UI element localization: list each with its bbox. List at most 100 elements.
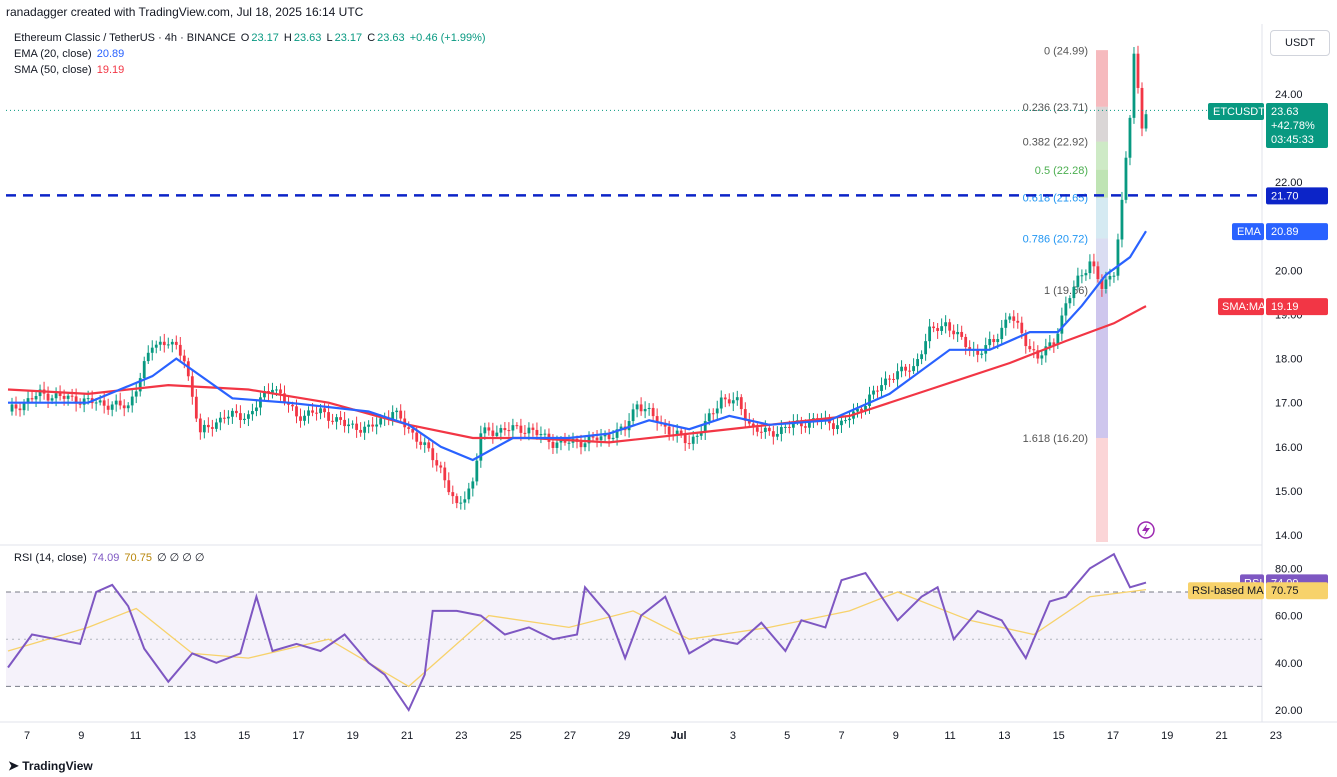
price-tick-label: 18.00 xyxy=(1275,354,1303,366)
candle-body xyxy=(631,409,635,422)
candle-body xyxy=(471,481,475,489)
tradingview-brand[interactable]: ➤ TradingView xyxy=(8,758,93,774)
sma-legend-label: SMA (50, close) xyxy=(14,64,92,76)
time-tick-label: 23 xyxy=(1270,730,1282,742)
candle-body xyxy=(299,416,302,421)
time-tick-label: 9 xyxy=(78,730,84,742)
candle-body xyxy=(443,467,447,481)
fib-level-label: 0 (24.99) xyxy=(1044,45,1088,57)
candle-body xyxy=(683,434,687,444)
candle-body xyxy=(138,378,142,392)
candle-body xyxy=(439,465,443,468)
candle-body xyxy=(134,391,138,397)
candle-body xyxy=(964,336,968,348)
time-tick-label: 19 xyxy=(347,730,359,742)
candle-body xyxy=(1080,275,1084,277)
sma-tag-label: SMA:MA xyxy=(1222,301,1266,313)
candle-body xyxy=(379,418,383,425)
candle-body xyxy=(427,442,431,449)
candle-body xyxy=(912,366,915,372)
candle-body xyxy=(487,427,491,431)
candle-body xyxy=(383,418,387,420)
ema-value-tag xyxy=(1266,223,1328,241)
brand-name: TradingView xyxy=(22,759,93,773)
candle-body xyxy=(880,385,883,391)
ema-tag-label: EMA xyxy=(1237,226,1262,238)
fib-level-label: 0.786 (20.72) xyxy=(1023,234,1088,246)
candle-body xyxy=(920,354,924,360)
candle-body xyxy=(691,436,695,444)
candle-body xyxy=(54,393,58,399)
candle-body xyxy=(1112,275,1116,277)
time-tick-label: 25 xyxy=(510,730,522,742)
candle-body xyxy=(110,404,114,410)
price-tick-label: 20.00 xyxy=(1275,265,1303,277)
candle-body xyxy=(968,347,972,351)
time-tick-label: 15 xyxy=(1053,730,1065,742)
candle-body xyxy=(956,331,960,335)
candle-body xyxy=(295,406,298,417)
candle-body xyxy=(715,408,719,414)
candle-body xyxy=(423,442,427,445)
time-tick-label: 17 xyxy=(292,730,304,742)
candle-body xyxy=(1068,298,1072,304)
candle-body xyxy=(507,430,511,432)
candle-body xyxy=(711,413,715,415)
candle-body xyxy=(247,414,250,419)
candle-body xyxy=(587,436,591,444)
rsi-legend-extra: ∅ ∅ ∅ ∅ xyxy=(157,552,205,564)
rsi-ma-value-tag xyxy=(1266,582,1328,600)
candle-body xyxy=(916,359,919,367)
candle-body xyxy=(583,443,587,448)
time-tick-label: 27 xyxy=(564,730,576,742)
candle-body xyxy=(287,401,290,405)
candle-body xyxy=(1036,350,1040,359)
time-tick-label: 21 xyxy=(401,730,413,742)
candle-body xyxy=(114,400,118,405)
time-tick-label: 13 xyxy=(998,730,1010,742)
rsi-ma-line xyxy=(7,588,1147,688)
candle-body xyxy=(1092,261,1096,267)
candle-body xyxy=(816,418,819,422)
time-tick-label: 15 xyxy=(238,730,250,742)
candle-body xyxy=(447,480,451,493)
candle-body xyxy=(511,425,515,431)
rsi-legend-value: 74.09 xyxy=(91,552,120,564)
candle-body xyxy=(932,326,936,329)
candle-body xyxy=(675,430,679,436)
candle-body xyxy=(319,408,322,414)
price-tick-label: 19.00 xyxy=(1275,310,1303,322)
candle-body xyxy=(1000,327,1004,340)
candle-body xyxy=(643,408,647,412)
time-tick-label: Jul xyxy=(671,730,687,742)
candle-body xyxy=(591,436,595,438)
lightning-icon[interactable] xyxy=(1137,521,1155,539)
candle-body xyxy=(1004,319,1008,328)
currency-button[interactable]: USDT xyxy=(1270,30,1330,56)
candle-body xyxy=(775,433,779,437)
candle-body xyxy=(226,416,230,419)
candle-body xyxy=(623,426,627,431)
candle-body xyxy=(808,420,811,428)
candle-body xyxy=(559,439,563,443)
candle-body xyxy=(739,397,743,410)
candle-body xyxy=(367,424,371,427)
candle-body xyxy=(495,432,499,436)
candle-body xyxy=(359,429,363,433)
candle-body xyxy=(1088,261,1092,274)
candle-body xyxy=(1084,273,1088,276)
candle-body xyxy=(627,421,631,431)
tv-logo-icon: ➤ xyxy=(8,758,19,773)
time-tick-label: 21 xyxy=(1215,730,1227,742)
price-tick-label: 17.00 xyxy=(1275,398,1303,410)
candle-body xyxy=(988,339,992,346)
candle-body xyxy=(102,400,106,406)
candle-body xyxy=(531,427,535,430)
open-label: O xyxy=(240,32,250,44)
close-label: C xyxy=(367,32,376,44)
candle-body xyxy=(22,402,26,411)
candle-body xyxy=(279,389,282,394)
candle-body xyxy=(307,410,310,416)
candle-body xyxy=(162,341,166,346)
